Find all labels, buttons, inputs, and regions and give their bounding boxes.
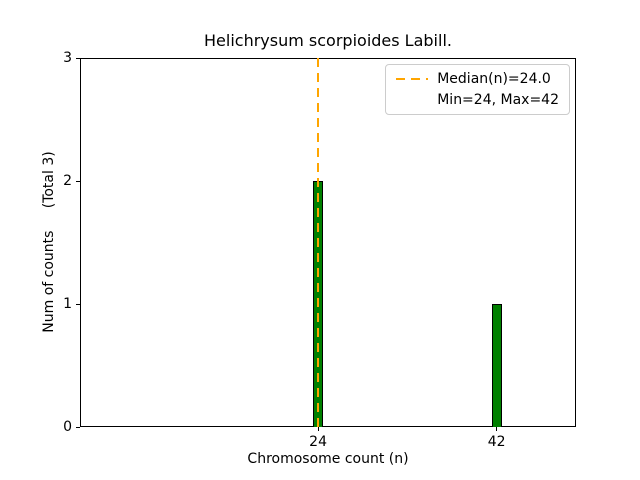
median-line bbox=[317, 58, 320, 427]
legend-spacer bbox=[396, 99, 428, 101]
y-tick-label-0: 0 bbox=[63, 419, 72, 435]
x-tick-24 bbox=[317, 427, 319, 431]
y-tick-label-1: 1 bbox=[63, 296, 72, 312]
plot-area bbox=[80, 58, 576, 427]
y-tick-3 bbox=[76, 57, 80, 59]
legend-minmax-label: Min=24, Max=42 bbox=[437, 92, 559, 108]
x-tick-label-42: 42 bbox=[487, 434, 506, 450]
bar-42 bbox=[491, 304, 502, 427]
chart-title: Helichrysum scorpioides Labill. bbox=[204, 31, 452, 50]
legend-entry-median: Median(n)=24.0 bbox=[396, 71, 559, 87]
y-tick-0 bbox=[76, 426, 80, 428]
y-tick-1 bbox=[76, 303, 80, 305]
y-tick-label-2: 2 bbox=[63, 173, 72, 189]
y-tick-label-3: 3 bbox=[63, 50, 72, 66]
y-tick-2 bbox=[76, 180, 80, 182]
x-axis-label: Chromosome count (n) bbox=[247, 451, 409, 467]
legend-median-label: Median(n)=24.0 bbox=[437, 71, 551, 87]
median-line-swatch-icon bbox=[396, 78, 429, 80]
legend-entry-minmax: Min=24, Max=42 bbox=[396, 92, 559, 108]
y-axis-label: Num of counts (Total 3) bbox=[41, 151, 57, 333]
x-tick-label-24: 24 bbox=[309, 434, 327, 450]
x-tick-42 bbox=[496, 427, 498, 431]
legend: Median(n)=24.0 Min=24, Max=42 bbox=[385, 64, 570, 115]
